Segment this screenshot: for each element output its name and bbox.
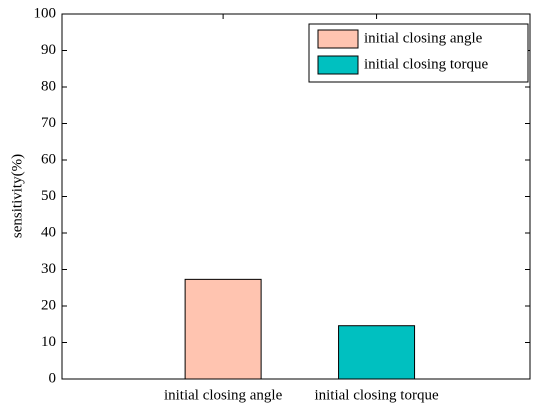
legend-label: initial closing torque [364, 56, 488, 72]
y-tick-label: 20 [41, 297, 56, 313]
y-tick-label: 60 [41, 151, 56, 167]
y-tick-label: 70 [41, 115, 56, 131]
x-tick-label: initial closing angle [164, 387, 283, 403]
y-tick-label: 30 [41, 261, 56, 277]
y-tick-label: 90 [41, 42, 56, 58]
y-tick-label: 0 [49, 370, 57, 386]
y-axis-label: sensitivity(%) [9, 154, 25, 238]
legend-label: initial closing angle [364, 30, 483, 46]
legend-swatch [317, 55, 359, 75]
y-tick-label: 80 [41, 78, 56, 94]
legend-swatch [317, 29, 359, 49]
y-tick-label: 50 [41, 188, 56, 204]
plot-frame [61, 13, 531, 380]
y-tick-label: 40 [41, 224, 56, 240]
y-tick-label: 10 [41, 334, 56, 350]
bar [338, 325, 416, 380]
x-tick-label: initial closing torque [314, 387, 438, 403]
bar [184, 278, 262, 380]
y-tick-label: 100 [34, 5, 57, 21]
